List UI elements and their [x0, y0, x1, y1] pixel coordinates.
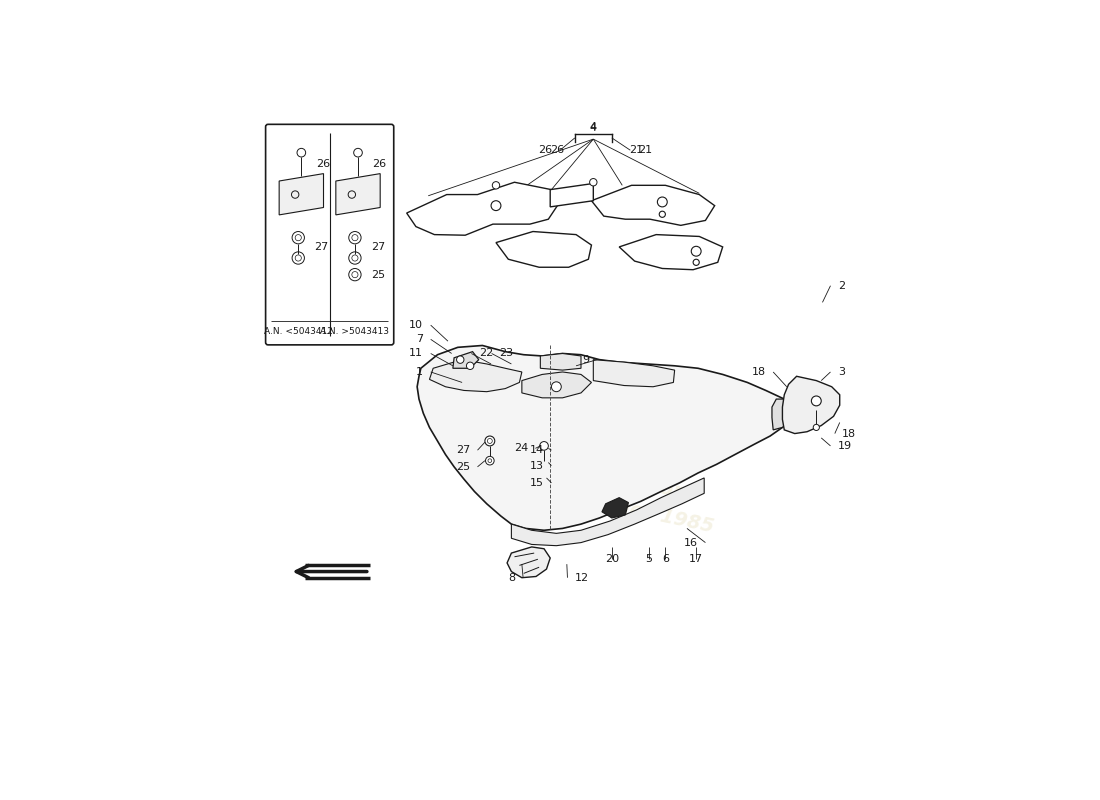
- Text: since 1985: since 1985: [596, 494, 716, 537]
- Circle shape: [485, 436, 495, 446]
- Circle shape: [352, 271, 358, 278]
- Text: 9: 9: [583, 354, 590, 365]
- Circle shape: [659, 211, 666, 218]
- Circle shape: [812, 396, 822, 406]
- Text: 19: 19: [838, 441, 853, 451]
- Polygon shape: [602, 498, 628, 518]
- Text: A.N. >5043413: A.N. >5043413: [320, 327, 389, 336]
- Circle shape: [487, 438, 493, 443]
- Circle shape: [491, 201, 501, 210]
- Text: 21: 21: [629, 146, 644, 155]
- Circle shape: [456, 356, 464, 363]
- Polygon shape: [593, 360, 674, 386]
- Polygon shape: [521, 372, 592, 398]
- Text: 2: 2: [838, 281, 845, 290]
- Circle shape: [352, 255, 358, 261]
- Text: 16: 16: [684, 538, 699, 547]
- Text: 8: 8: [508, 573, 516, 582]
- Polygon shape: [429, 360, 521, 392]
- Circle shape: [590, 178, 597, 186]
- Text: 18: 18: [843, 429, 856, 438]
- Polygon shape: [782, 376, 839, 434]
- Polygon shape: [336, 174, 381, 215]
- Text: 26: 26: [373, 158, 386, 169]
- Polygon shape: [772, 399, 794, 430]
- Text: 18: 18: [751, 367, 766, 377]
- Text: 24: 24: [514, 443, 528, 454]
- Circle shape: [658, 197, 668, 207]
- Polygon shape: [550, 183, 593, 207]
- Polygon shape: [619, 234, 723, 270]
- Circle shape: [813, 424, 820, 430]
- Circle shape: [466, 362, 474, 370]
- Text: 27: 27: [315, 242, 329, 252]
- Text: a passion for: a passion for: [541, 454, 684, 502]
- Circle shape: [295, 255, 301, 261]
- Polygon shape: [453, 352, 478, 368]
- Text: 15: 15: [530, 478, 544, 488]
- Circle shape: [488, 459, 492, 462]
- Text: 12: 12: [575, 573, 589, 582]
- Circle shape: [540, 442, 548, 450]
- Text: 17: 17: [689, 554, 703, 564]
- Text: 4: 4: [590, 123, 597, 133]
- Text: 22: 22: [478, 349, 493, 358]
- Polygon shape: [540, 354, 581, 370]
- Text: A.N. <5043412: A.N. <5043412: [264, 327, 332, 336]
- Text: 5: 5: [646, 554, 652, 564]
- Polygon shape: [417, 346, 794, 530]
- Polygon shape: [512, 478, 704, 546]
- Text: 20: 20: [605, 554, 619, 564]
- Text: 14: 14: [530, 445, 544, 455]
- Text: 7: 7: [416, 334, 424, 344]
- Text: 10: 10: [409, 320, 424, 330]
- Text: 11: 11: [409, 349, 424, 358]
- Circle shape: [551, 382, 561, 392]
- Circle shape: [493, 182, 499, 189]
- Text: 27: 27: [455, 445, 470, 455]
- Polygon shape: [507, 547, 550, 578]
- Text: 3: 3: [838, 367, 845, 377]
- Circle shape: [691, 246, 701, 256]
- FancyBboxPatch shape: [265, 124, 394, 345]
- Text: 25: 25: [372, 270, 385, 280]
- Circle shape: [352, 234, 358, 241]
- Circle shape: [295, 234, 301, 241]
- Text: 4: 4: [590, 122, 597, 132]
- Text: 1: 1: [416, 367, 424, 377]
- Text: 25: 25: [456, 462, 470, 472]
- Text: 26: 26: [550, 146, 564, 155]
- Polygon shape: [592, 186, 715, 226]
- Circle shape: [693, 259, 700, 266]
- Text: 21: 21: [638, 146, 652, 155]
- Text: 27: 27: [371, 242, 385, 252]
- Text: 6: 6: [662, 554, 669, 564]
- Polygon shape: [407, 182, 561, 235]
- Circle shape: [485, 456, 494, 465]
- Polygon shape: [279, 174, 323, 215]
- Text: 13: 13: [530, 461, 544, 470]
- Text: 23: 23: [499, 349, 514, 358]
- Text: 26: 26: [316, 158, 330, 169]
- Text: 26: 26: [539, 146, 552, 155]
- Polygon shape: [496, 231, 592, 267]
